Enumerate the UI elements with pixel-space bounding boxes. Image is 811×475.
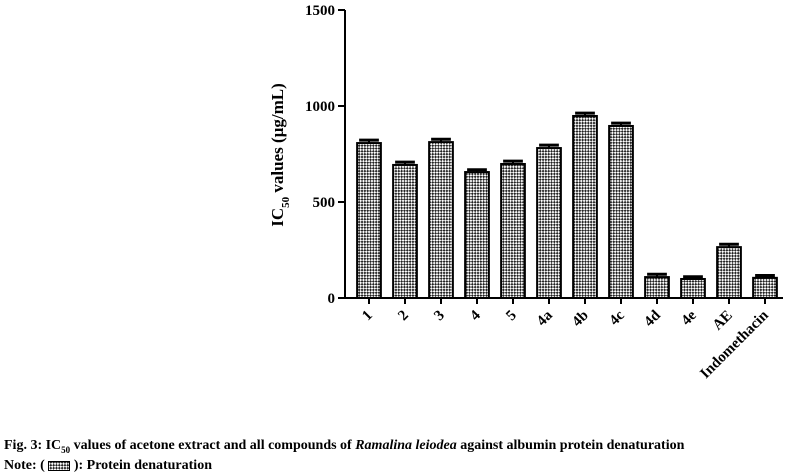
note-text: Note: ( [4,458,45,473]
x-tick-label: 4 [467,307,484,324]
bar [428,141,454,299]
bar [500,162,526,299]
caption: Fig. 3: IC50 values of acetone extract a… [4,438,684,455]
bar [464,171,490,300]
y-tick-label: 1500 [305,3,335,19]
y-axis-label: IC50 values (µg/mL) [268,83,292,227]
bar [392,163,418,299]
x-tick-label: 5 [503,308,520,325]
x-tick-label: 4d [641,307,664,330]
note-text: ): Protein denaturation [73,458,212,473]
x-tick-label: 2 [395,308,412,325]
bar [356,142,382,299]
bar [608,124,634,299]
bar [572,114,598,300]
caption-sub: 50 [61,444,71,455]
caption-text: against albumin protein denaturation [456,438,685,453]
caption-text: values of acetone extract and all compou… [70,438,356,453]
legend-swatch [48,460,71,471]
bar [536,147,562,299]
bar [752,276,778,299]
x-tick-label: 1 [359,308,376,325]
y-tick-label: 0 [328,291,336,307]
y-tick-label: 1000 [305,99,335,115]
x-tick-label: 4a [534,307,556,329]
caption-text: Fig. 3: IC [4,438,62,453]
x-tick-label: AE [710,308,736,334]
x-tick-label: 4e [678,307,700,329]
caption-italic: Ramalina leiodea [355,438,457,453]
bar [644,276,670,299]
chart: IC50 values (µg/mL) 0 500 1000 1500 1 2 3 4 5 4a 4… [268,3,783,382]
bar [680,277,706,300]
y-tick-label: 500 [313,195,336,211]
x-tick-label: 4c [606,307,628,329]
x-tick-label: 4b [569,308,592,331]
bar [716,246,742,299]
note: Note: ( ): Protein denaturation [4,458,212,474]
x-tick-label: 3 [431,308,448,325]
